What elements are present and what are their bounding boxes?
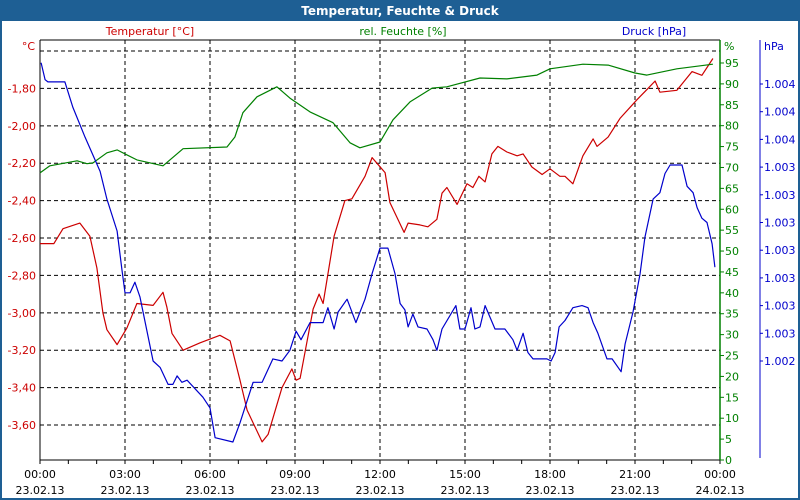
pressure-tick-label: 1.003 — [764, 300, 796, 313]
pressure-tick-label: 1.003 — [764, 272, 796, 285]
series-line-humidity — [39, 63, 713, 174]
x-tick-label-time: 00:00 — [24, 468, 56, 481]
pressure-tick-label: 1.004 — [764, 106, 796, 119]
humidity-tick-label: 55 — [725, 224, 739, 237]
temperature-tick-label: -3,20 — [8, 344, 36, 357]
humidity-tick-label: 95 — [725, 57, 739, 70]
series-line-pressure — [40, 62, 716, 443]
temperature-tick-label: -3,00 — [8, 307, 36, 320]
humidity-tick-label: 30 — [725, 329, 739, 342]
temperature-tick-label: -2,60 — [8, 232, 36, 245]
pressure-tick-label: 1.003 — [764, 161, 796, 174]
humidity-tick-label: 50 — [725, 245, 739, 258]
temperature-tick-label: -3,60 — [8, 419, 36, 432]
x-tick-label-date: 23.02.13 — [356, 484, 405, 497]
temperature-tick-label: -2,80 — [8, 269, 36, 282]
pressure-tick-label: 1.003 — [764, 217, 796, 230]
pressure-tick-label: 1.004 — [764, 78, 796, 91]
x-tick-label-date: 23.02.13 — [16, 484, 65, 497]
humidity-tick-label: 10 — [725, 412, 739, 425]
humidity-tick-label: 35 — [725, 308, 739, 321]
x-tick-label-date: 23.02.13 — [441, 484, 490, 497]
x-tick-label-date: 23.02.13 — [101, 484, 150, 497]
pressure-tick-label: 1.003 — [764, 189, 796, 202]
temperature-tick-label: -2,40 — [8, 195, 36, 208]
pressure-tick-label: 1.002 — [764, 355, 796, 368]
humidity-tick-label: 0 — [725, 454, 732, 467]
x-tick-label-time: 00:00 — [704, 468, 736, 481]
humidity-tick-label: 85 — [725, 99, 739, 112]
x-tick-label-time: 15:00 — [449, 468, 481, 481]
x-tick-label-time: 09:00 — [279, 468, 311, 481]
humidity-unit-label: % — [724, 40, 734, 53]
humidity-tick-label: 75 — [725, 141, 739, 154]
temperature-tick-label: -1,80 — [8, 82, 36, 95]
series-points-pressure — [41, 63, 715, 442]
pressure-unit-label: hPa — [764, 40, 784, 53]
pressure-tick-label: 1.003 — [764, 244, 796, 257]
series-points-temperature — [40, 58, 713, 442]
temperature-tick-label: -2,00 — [8, 120, 36, 133]
temperature-unit-label: °C — [22, 40, 36, 53]
x-tick-label-date: 23.02.13 — [186, 484, 235, 497]
humidity-tick-label: 5 — [725, 433, 732, 446]
x-tick-label-date: 23.02.13 — [611, 484, 660, 497]
temperature-tick-label: -2,20 — [8, 157, 36, 170]
humidity-tick-label: 80 — [725, 120, 739, 133]
series-points-humidity — [40, 64, 713, 173]
humidity-axis-title: rel. Feuchte [%] — [359, 25, 446, 38]
humidity-tick-label: 15 — [725, 391, 739, 404]
humidity-tick-label: 25 — [725, 350, 739, 363]
humidity-tick-label: 20 — [725, 370, 739, 383]
x-tick-label-time: 18:00 — [534, 468, 566, 481]
pressure-tick-label: 1.003 — [764, 327, 796, 340]
x-tick-label-time: 06:00 — [194, 468, 226, 481]
pressure-tick-label: 1.004 — [764, 133, 796, 146]
pressure-axis-title: Druck [hPa] — [622, 25, 686, 38]
temperature-axis-title: Temperatur [°C] — [105, 25, 194, 38]
humidity-tick-label: 40 — [725, 287, 739, 300]
chart-title: Temperatur, Feuchte & Druck — [2, 2, 798, 21]
x-tick-label-date: 23.02.13 — [526, 484, 575, 497]
humidity-tick-label: 90 — [725, 78, 739, 91]
series-line-temperature — [40, 58, 714, 443]
humidity-tick-label: 45 — [725, 266, 739, 279]
temperature-tick-label: -3,40 — [8, 382, 36, 395]
x-tick-label-date: 23.02.13 — [271, 484, 320, 497]
x-tick-label-time: 03:00 — [109, 468, 141, 481]
humidity-tick-label: 70 — [725, 161, 739, 174]
x-tick-label-time: 12:00 — [364, 468, 396, 481]
humidity-tick-label: 65 — [725, 182, 739, 195]
x-tick-label-time: 21:00 — [619, 468, 651, 481]
humidity-tick-label: 60 — [725, 203, 739, 216]
x-tick-label-date: 24.02.13 — [696, 484, 745, 497]
